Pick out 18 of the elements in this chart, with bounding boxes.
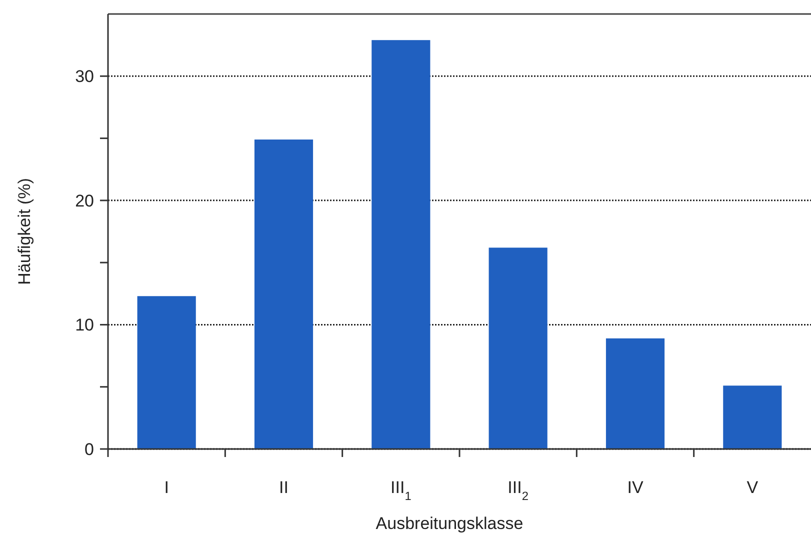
x-tick-label: IV	[627, 478, 644, 497]
bar	[372, 40, 430, 449]
y-tick-label: 0	[84, 440, 94, 459]
y-axis-title: Häufigkeit (%)	[15, 178, 34, 285]
bar	[723, 386, 782, 449]
y-tick-label: 20	[75, 191, 94, 210]
bar	[606, 338, 665, 449]
y-tick-label: 30	[75, 67, 94, 86]
bar	[488, 248, 548, 449]
x-tick-label: I	[164, 478, 169, 497]
bar	[254, 140, 314, 449]
x-tick-label: II	[279, 478, 288, 497]
x-tick-label: V	[746, 478, 759, 497]
x-axis-title: Ausbreitungsklasse	[376, 514, 524, 533]
x-tick-label: III$_{1}$	[390, 478, 412, 503]
x-tick-label: III$_{2}$	[508, 478, 529, 503]
bar	[137, 296, 196, 449]
y-tick-label: 10	[75, 316, 94, 335]
